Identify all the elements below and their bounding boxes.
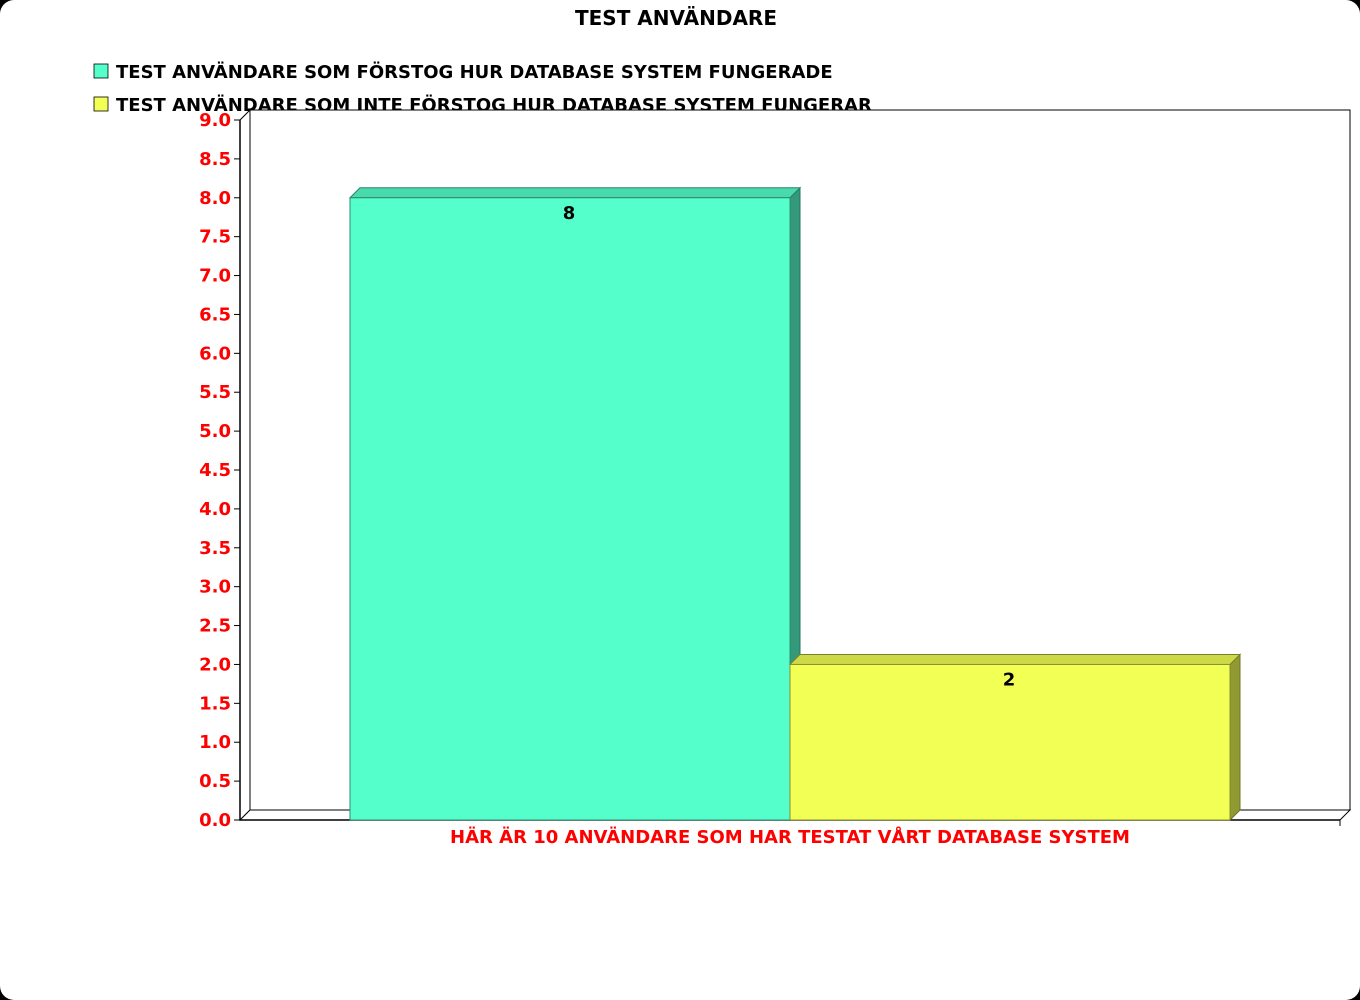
- bar-series-1: [349, 197, 791, 821]
- y-tick-label: 4.5: [199, 460, 231, 481]
- bar-top-series-1: [348, 187, 802, 199]
- y-tick-label: 7.0: [199, 266, 231, 287]
- data-label-series-1: 8: [563, 203, 576, 224]
- y-axis-ticks: 0.0 0.5 1.0 1.5 2.0 2.5 3.0 3.5 4.0 4.5 5.0 5.5 6.0 6…: [199, 110, 240, 831]
- bar-side-series-2: [1229, 653, 1241, 822]
- bar-top-series-2: [788, 653, 1242, 665]
- y-tick-label: 3.0: [199, 577, 231, 598]
- bars: 82: [348, 186, 1242, 822]
- legend-swatch-series-2: [93, 96, 109, 112]
- y-tick-label: 0.0: [199, 810, 231, 831]
- y-tick-label: 2.0: [199, 654, 231, 675]
- y-tick-label: 6.5: [199, 304, 231, 325]
- y-tick-label: 9.0: [199, 110, 231, 131]
- y-tick-label: 4.0: [199, 499, 231, 520]
- y-tick-label: 3.5: [199, 538, 231, 559]
- y-tick-label: 7.5: [199, 227, 231, 248]
- y-tick-label: 1.0: [199, 732, 231, 753]
- y-tick-label: 8.5: [199, 149, 231, 170]
- y-tick-label: 5.5: [199, 382, 231, 403]
- data-label-series-2: 2: [1003, 669, 1016, 690]
- x-axis-category-label: HÄR ÄR 10 ANVÄNDARE SOM HAR TESTAT VÅRT …: [450, 825, 1130, 848]
- chart-title: TEST ANVÄNDARE: [575, 6, 777, 30]
- bar-series-2: [789, 663, 1231, 821]
- plot-left-wall: [239, 108, 251, 822]
- y-tick-label: 2.5: [199, 616, 231, 637]
- y-tick-label: 5.0: [199, 421, 231, 442]
- legend-label-series-1: TEST ANVÄNDARE SOM FÖRSTOG HUR DATABASE …: [116, 61, 833, 83]
- legend-swatch-series-1: [93, 63, 109, 79]
- y-tick-label: 1.5: [199, 693, 231, 714]
- y-tick-label: 0.5: [199, 771, 231, 792]
- y-tick-label: 6.0: [199, 343, 231, 364]
- y-tick-label: 8.0: [199, 188, 231, 209]
